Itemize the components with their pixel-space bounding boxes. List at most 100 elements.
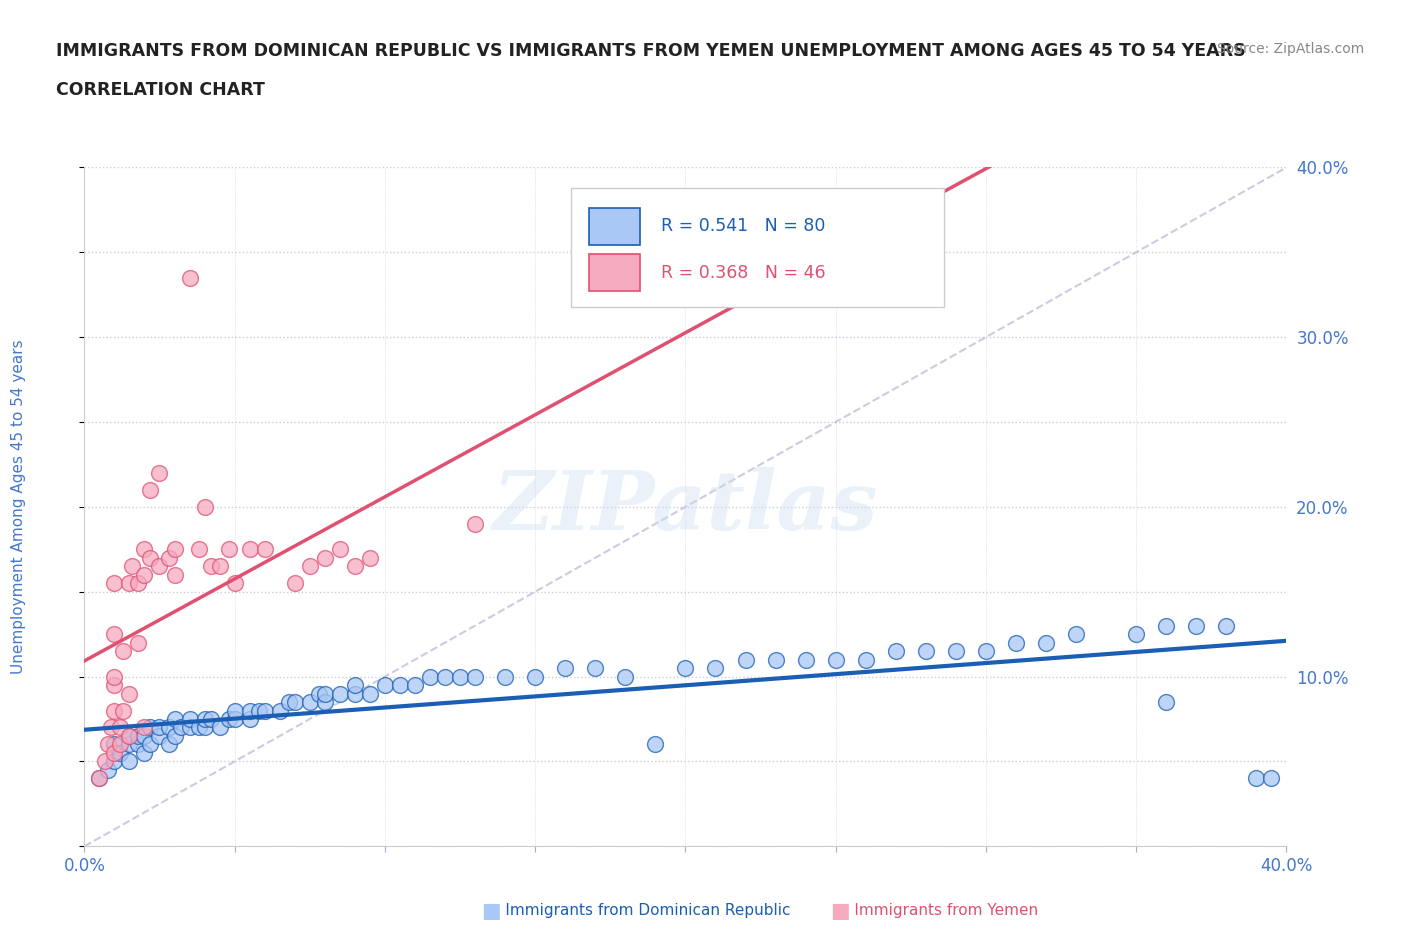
Point <box>169 720 191 735</box>
Bar <box>589 254 640 291</box>
Point <box>884 644 907 658</box>
Point <box>329 686 352 701</box>
Point <box>112 644 135 658</box>
Point <box>208 559 231 574</box>
Point <box>139 483 162 498</box>
Text: Unemployment Among Ages 45 to 54 years: Unemployment Among Ages 45 to 54 years <box>11 339 25 674</box>
Point <box>157 720 180 735</box>
Point <box>494 670 516 684</box>
Point <box>118 686 141 701</box>
Point <box>194 720 217 735</box>
Text: ZIPatlas: ZIPatlas <box>492 467 879 547</box>
Point <box>179 720 201 735</box>
Text: Immigrants from Yemen: Immigrants from Yemen <box>830 903 1038 918</box>
Point <box>284 576 307 591</box>
Point <box>1005 635 1028 650</box>
Point <box>765 652 787 667</box>
Point <box>554 660 576 675</box>
Point <box>139 737 162 752</box>
Point <box>89 771 111 786</box>
Point <box>179 271 201 286</box>
Point <box>134 567 156 582</box>
Point <box>118 737 141 752</box>
Point <box>224 576 246 591</box>
Point <box>139 551 162 565</box>
Point <box>277 695 299 710</box>
Point <box>103 576 125 591</box>
Point <box>224 711 246 726</box>
Point <box>1260 771 1282 786</box>
Point <box>200 559 222 574</box>
Point <box>163 567 186 582</box>
Point <box>194 499 217 514</box>
Point <box>148 559 170 574</box>
Point <box>343 686 366 701</box>
Point <box>464 516 486 531</box>
Point <box>734 652 756 667</box>
Point <box>94 754 117 769</box>
Point <box>269 703 291 718</box>
Point <box>127 635 149 650</box>
Point <box>343 559 366 574</box>
Point <box>855 652 877 667</box>
Point <box>359 686 381 701</box>
Text: R = 0.541   N = 80: R = 0.541 N = 80 <box>661 218 825 235</box>
Point <box>298 695 321 710</box>
FancyBboxPatch shape <box>571 188 943 307</box>
Point <box>704 660 727 675</box>
Point <box>794 652 817 667</box>
Point <box>194 711 217 726</box>
Point <box>139 720 162 735</box>
Bar <box>589 208 640 246</box>
Point <box>524 670 547 684</box>
Text: ■: ■ <box>481 901 501 921</box>
Point <box>157 551 180 565</box>
Point <box>208 720 231 735</box>
Point <box>163 542 186 557</box>
Point <box>89 771 111 786</box>
Point <box>419 670 441 684</box>
Point <box>118 728 141 743</box>
Point <box>134 728 156 743</box>
Point <box>298 559 321 574</box>
Point <box>118 728 141 743</box>
Point <box>915 644 938 658</box>
Point <box>118 576 141 591</box>
Point <box>1156 618 1178 633</box>
Point <box>179 711 201 726</box>
Point <box>359 551 381 565</box>
Point <box>247 703 270 718</box>
Point <box>239 542 262 557</box>
Point <box>97 737 120 752</box>
Point <box>314 686 336 701</box>
Text: CORRELATION CHART: CORRELATION CHART <box>56 81 266 99</box>
Point <box>100 720 122 735</box>
Point <box>1215 618 1237 633</box>
Point <box>112 703 135 718</box>
Point <box>187 720 209 735</box>
Point <box>1035 635 1057 650</box>
Text: IMMIGRANTS FROM DOMINICAN REPUBLIC VS IMMIGRANTS FROM YEMEN UNEMPLOYMENT AMONG A: IMMIGRANTS FROM DOMINICAN REPUBLIC VS IM… <box>56 42 1246 60</box>
Point <box>284 695 307 710</box>
Point <box>127 576 149 591</box>
Point <box>134 542 156 557</box>
Point <box>148 720 170 735</box>
Point <box>314 551 336 565</box>
Point <box>343 678 366 693</box>
Point <box>121 559 143 574</box>
Point <box>157 737 180 752</box>
Point <box>434 670 457 684</box>
Point <box>224 703 246 718</box>
Point <box>103 627 125 642</box>
Point <box>314 695 336 710</box>
Point <box>103 678 125 693</box>
Point <box>1125 627 1147 642</box>
Point <box>1156 695 1178 710</box>
Point <box>1064 627 1087 642</box>
Point <box>308 686 330 701</box>
Point <box>187 542 209 557</box>
Text: ■: ■ <box>830 901 849 921</box>
Point <box>404 678 426 693</box>
Point <box>110 720 132 735</box>
Text: R = 0.368   N = 46: R = 0.368 N = 46 <box>661 263 825 282</box>
